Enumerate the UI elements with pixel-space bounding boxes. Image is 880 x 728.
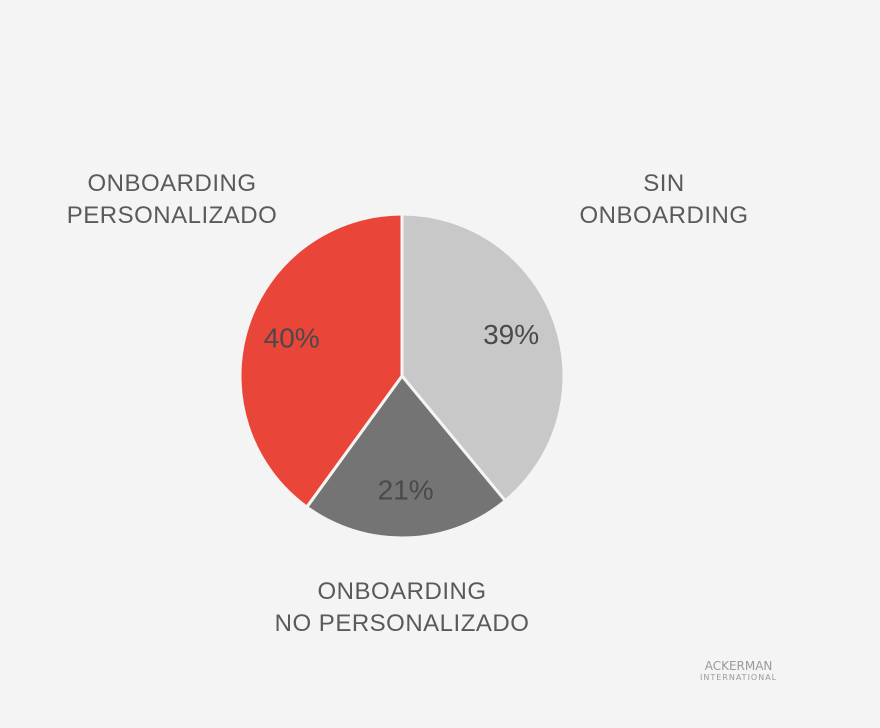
pie-slice: [304, 373, 508, 540]
value-label: 40%: [264, 323, 320, 354]
logo-subtitle: INTERNATIONAL: [700, 673, 778, 682]
value-label: 21%: [378, 474, 434, 505]
pie-slice: [400, 212, 566, 503]
category-label: ONBOARDING PERSONALIZADO: [66, 170, 278, 229]
logo-name: ACKERMAN: [704, 659, 773, 673]
category-label: SIN ONBOARDING: [579, 170, 749, 229]
logo: ACKERMAN INTERNATIONAL: [700, 660, 777, 684]
pie-slice: [238, 212, 404, 510]
category-label: ONBOARDING NO PERSONALIZADO: [274, 578, 530, 637]
value-label: 39%: [483, 319, 539, 350]
